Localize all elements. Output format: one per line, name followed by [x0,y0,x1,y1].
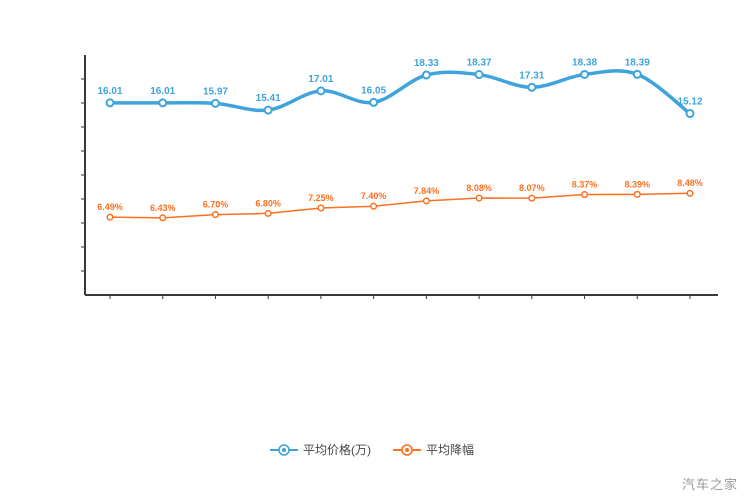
avg-price-label: 18.37 [467,58,492,69]
avg-price-label: 15.97 [203,86,228,97]
avg-price-marker [316,86,326,96]
avg-price-line [108,69,692,116]
avg-discount-rate-marker [159,214,167,222]
avg-price-marker [210,98,220,108]
avg-discount-rate-label: 7.40% [361,191,387,201]
avg-discount-rate-marker [633,190,641,198]
avg-discount-rate-label: 8.08% [466,183,492,193]
avg-price-label: 16.05 [361,85,386,96]
legend-item-avg-discount-rate: 平均降幅 [392,441,474,458]
avg-discount-rate-label: 8.39% [625,179,651,189]
avg-price-marker [105,98,115,108]
avg-discount-rate-marker [106,213,114,221]
price-trend-chart-svg: 16.01 16.01 15.97 15.41 17.01 16.05 18.33 18.37… [81,55,718,299]
avg-price-marker [685,109,695,119]
avg-price-label: 15.12 [677,97,702,108]
avg-price-label: 18.38 [572,57,597,68]
avg-price-label: 15.41 [256,93,281,104]
avg-discount-rate-label: 6.49% [97,202,123,212]
avg-discount-rate-marker [370,202,378,210]
legend-item-avg-price: 平均价格(万) [269,441,371,458]
avg-discount-rate-marker [475,194,483,202]
avg-discount-rate-marker [686,189,694,197]
avg-price-marker [369,97,379,107]
avg-discount-rate-label: 8.37% [572,180,598,190]
avg-price-label: 18.39 [625,57,650,68]
avg-discount-rate-label: 8.48% [677,178,703,188]
avg-price-legend-label: 平均价格(万) [302,443,371,457]
avg-discount-rate-marker [317,204,325,212]
avg-discount-rate-label: 7.84% [414,186,440,196]
avg-price-marker [474,70,484,80]
avg-discount-rate-label: 6.43% [150,203,176,213]
avg-discount-rate-label: 8.07% [519,183,545,193]
avg-discount-rate-line [109,192,691,219]
avg-price-legend-icon [269,443,298,456]
chart-legend: 平均价格(万) 平均降幅 [0,441,744,458]
avg-price-label: 17.31 [519,70,544,81]
avg-price-marker [421,70,431,80]
avg-price-marker [527,82,537,92]
avg-discount-rate-label: 7.25% [308,193,334,203]
avg-discount-rate-marker [528,194,536,202]
avg-discount-rate-marker [211,211,220,219]
avg-discount-rate-marker [422,197,430,205]
avg-discount-legend-label: 平均降幅 [425,443,474,457]
avg-price-marker [263,105,273,115]
avg-price-label: 16.01 [97,86,122,97]
avg-discount-legend-icon [392,443,421,456]
avg-price-marker [632,69,642,79]
avg-discount-rate-marker [264,209,272,217]
avg-price-label: 18.33 [414,58,439,69]
avg-discount-rate-marker [580,191,589,199]
avg-price-label: 17.01 [308,74,333,85]
avg-discount-rate-label: 6.70% [203,200,229,210]
autohome-watermark: 汽车之家 [681,477,738,492]
avg-price-marker [158,98,168,108]
avg-discount-rate-label: 6.80% [255,198,281,208]
avg-price-label: 16.01 [150,86,175,97]
avg-price-marker [580,69,590,79]
